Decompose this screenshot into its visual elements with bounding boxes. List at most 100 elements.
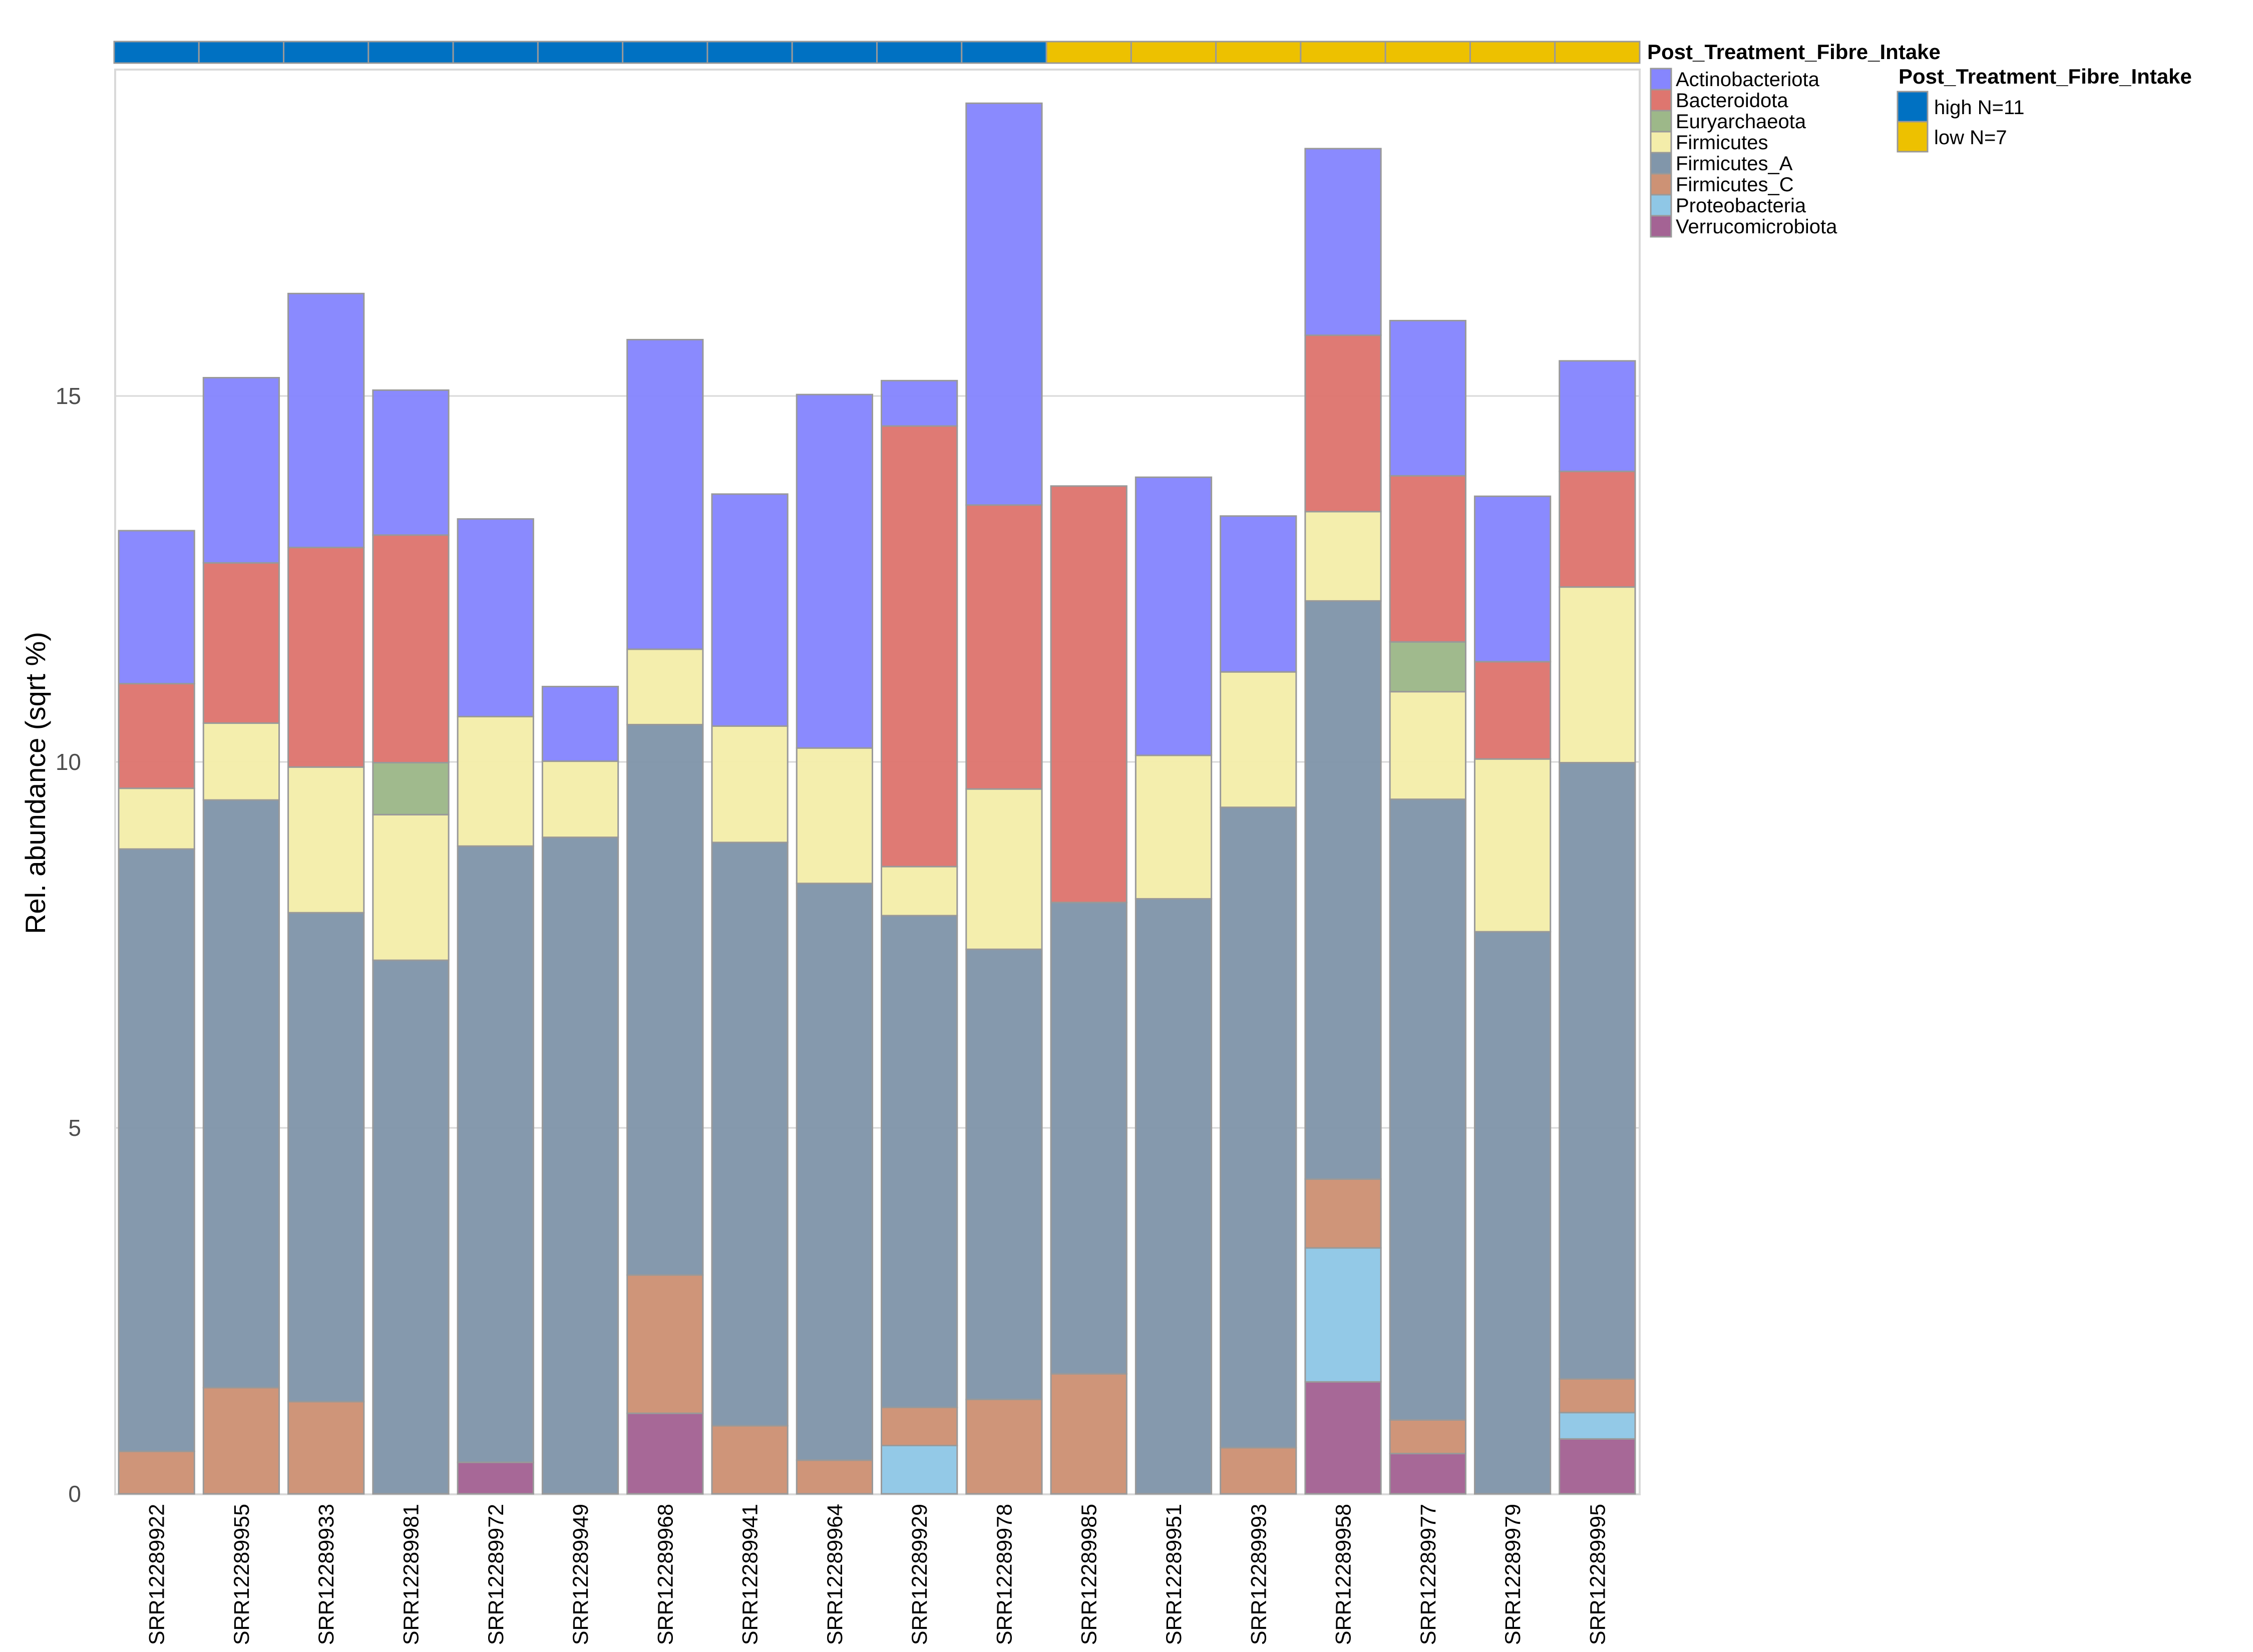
bar-segment-firmicutes_c [796, 1459, 873, 1495]
bar-segment-firmicutes_c [202, 1387, 280, 1495]
bar-segment-firmicutes_c [1050, 1373, 1128, 1495]
bar-segment-firmicutes_a [1304, 600, 1382, 1180]
bar-segment-verrucomicrobiota [457, 1461, 534, 1495]
bar-segment-bacteroidota [1050, 485, 1128, 904]
y-tick-label: 15 [56, 383, 81, 409]
bar-segment-actinobacteriota [372, 389, 450, 536]
strip-cell-high [198, 41, 285, 64]
bar-segment-firmicutes_a [202, 799, 280, 1389]
x-tick-label: SRR12289922 [145, 1504, 169, 1645]
strip-cell-high [537, 41, 624, 64]
bar-SRR12289951 [1135, 476, 1213, 1495]
y-axis-title: Rel. abundance (sqrt %) [20, 632, 51, 934]
bar-segment-bacteroidota [287, 547, 365, 768]
bar-segment-verrucomicrobiota [1559, 1438, 1636, 1495]
legend-swatch-firmicutes [1650, 131, 1672, 154]
x-tick-label: SRR12289977 [1416, 1504, 1440, 1645]
bar-segment-firmicutes_a [626, 723, 704, 1276]
bar-SRR12289978 [965, 102, 1043, 1495]
x-tick-label: SRR12289985 [1077, 1504, 1101, 1645]
x-tick-label: SRR12289955 [230, 1504, 254, 1645]
y-tick-label: 10 [56, 749, 81, 775]
strip-cell-high [452, 41, 539, 64]
bar-segment-bacteroidota [1304, 334, 1382, 513]
legend-swatch-firmicutes_a [1650, 152, 1672, 175]
x-tick-label: SRR12289949 [569, 1504, 593, 1645]
bar-SRR12289979 [1473, 495, 1552, 1495]
bar-segment-firmicutes_a [711, 842, 789, 1427]
bar-SRR12289929 [881, 379, 958, 1495]
bar-segment-firmicutes_a [1473, 931, 1552, 1495]
bar-segment-firmicutes_c [626, 1274, 704, 1414]
bar-segment-firmicutes_c [118, 1450, 195, 1495]
bar-segment-firmicutes_a [1389, 798, 1466, 1421]
bar-segment-actinobacteriota [796, 393, 873, 749]
legend-label: Actinobacteriota [1676, 69, 1820, 91]
y-tick-label: 0 [68, 1481, 81, 1507]
x-axis-labels: SRR12289922 SRR12289955 SRR12289933 SRR1228… [145, 1504, 1610, 1645]
bar-segment-firmicutes_c [711, 1425, 789, 1495]
bar-segment-firmicutes_a [796, 883, 873, 1461]
legend-swatch-low [1897, 121, 1929, 153]
x-tick-label: SRR12289981 [399, 1504, 423, 1645]
bar-segment-actinobacteriota [118, 530, 195, 685]
legend-label: Firmicutes_A [1676, 153, 1793, 175]
bar-segment-firmicutes [965, 788, 1043, 950]
x-tick-label: SRR12289964 [823, 1504, 847, 1645]
group-annotation-strip [113, 41, 1641, 64]
bar-segment-firmicutes_a [1050, 902, 1128, 1375]
bar-segment-firmicutes_a [1220, 806, 1297, 1449]
strip-cell-low [1300, 41, 1386, 64]
x-tick-label: SRR12289929 [908, 1504, 932, 1645]
legend-label: Firmicutes [1676, 132, 1768, 154]
bar-segment-firmicutes_c [1389, 1419, 1466, 1455]
strip-cell-high [961, 41, 1047, 64]
x-tick-label: SRR12289995 [1586, 1504, 1610, 1645]
legend-label: high N=11 [1934, 97, 2025, 119]
bar-SRR12289985 [1050, 485, 1128, 1495]
bar-segment-bacteroidota [118, 683, 195, 789]
bar-segment-actinobacteriota [1473, 495, 1552, 663]
y-axis-ticks: 0 5 10 15 [56, 383, 81, 1507]
bar-segment-proteobacteria [1304, 1247, 1382, 1383]
bar-SRR12289964 [796, 393, 873, 1495]
group-legend-title: Post_Treatment_Fibre_Intake [1899, 65, 2192, 88]
bar-segment-firmicutes [1473, 758, 1552, 933]
bar-segment-actinobacteriota [1559, 360, 1636, 473]
bar-segment-firmicutes_a [1559, 761, 1636, 1380]
legend-label: Verrucomicrobiota [1676, 216, 1837, 238]
legend-swatch-firmicutes_c [1650, 173, 1672, 196]
bar-SRR12289922 [118, 530, 195, 1495]
bar-segment-firmicutes [1559, 586, 1636, 763]
bar-segment-actinobacteriota [202, 376, 280, 564]
bar-segment-euryarchaeota [1389, 641, 1466, 693]
bar-SRR12289958 [1304, 148, 1382, 1495]
strip-cell-high [367, 41, 454, 64]
legend-swatch-verrucomicrobiota [1650, 215, 1672, 238]
bar-segment-firmicutes [1220, 671, 1297, 808]
bar-segment-firmicutes_c [1304, 1178, 1382, 1249]
bar-segment-actinobacteriota [626, 338, 704, 650]
bar-segment-actinobacteriota [711, 493, 789, 727]
strip-cell-high [113, 41, 200, 64]
bar-segment-firmicutes [372, 813, 450, 961]
bar-segment-firmicutes_c [287, 1401, 365, 1495]
bar-segment-firmicutes [541, 760, 619, 839]
bar-SRR12289949 [541, 685, 619, 1495]
strip-cell-low [1384, 41, 1471, 64]
bar-SRR12289993 [1220, 515, 1297, 1495]
bar-segment-actinobacteriota [541, 685, 619, 762]
bar-SRR12289955 [202, 376, 280, 1495]
strip-cell-low [1045, 41, 1132, 64]
legend-label: Euryarchaeota [1676, 111, 1806, 133]
x-tick-label: SRR12289979 [1501, 1504, 1525, 1645]
bar-segment-verrucomicrobiota [626, 1412, 704, 1495]
y-tick-label: 5 [68, 1115, 81, 1141]
legend-label: Bacteroidota [1676, 90, 1788, 112]
bar-segment-firmicutes_c [1559, 1378, 1636, 1414]
bar-SRR12289968 [626, 338, 704, 1495]
bars [118, 102, 1636, 1495]
phylum-legend: Post_Treatment_Fibre_Intake Actinobacter… [1647, 40, 1941, 238]
x-tick-label: SRR12289968 [653, 1504, 677, 1645]
